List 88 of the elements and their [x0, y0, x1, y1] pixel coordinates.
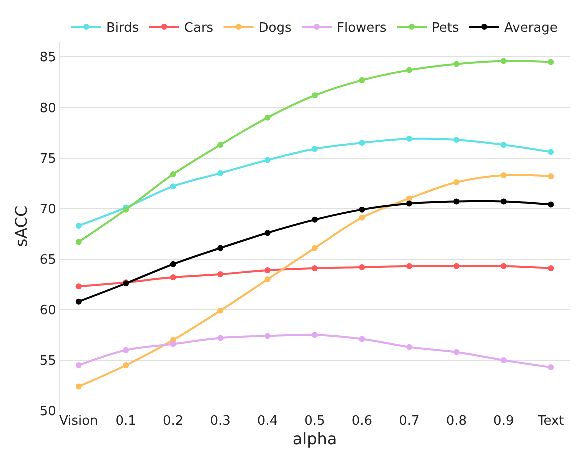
point: [548, 59, 554, 66]
point: [218, 245, 224, 252]
x-axis-title: alpha: [292, 430, 338, 449]
point: [170, 274, 176, 281]
legend-label: Dogs: [258, 21, 292, 36]
point: [170, 341, 176, 348]
point: [218, 335, 224, 342]
legend-label: Average: [504, 21, 558, 36]
y-axis-title: sACC: [12, 206, 31, 248]
point: [170, 171, 176, 178]
point: [406, 136, 412, 142]
point: [76, 239, 82, 246]
point: [359, 206, 366, 213]
point: [312, 216, 318, 223]
x-tick-label: 0.6: [352, 414, 373, 429]
point: [76, 284, 82, 290]
point: [548, 173, 554, 180]
point: [312, 332, 318, 338]
y-tick-label: 50: [40, 404, 56, 420]
x-tick-label: 0.7: [399, 414, 420, 429]
y-tick-label: 75: [40, 152, 56, 167]
point: [218, 272, 224, 278]
point: [454, 61, 460, 68]
point: [500, 142, 507, 148]
point: [406, 344, 412, 350]
point: [406, 263, 412, 270]
point: [76, 222, 82, 229]
x-tick-label: Text: [536, 414, 564, 429]
x-tick-label: 0.3: [210, 414, 231, 429]
point: [406, 200, 412, 207]
point: [359, 140, 366, 146]
point: [500, 263, 507, 270]
x-tick-label: 0.1: [116, 414, 136, 429]
point: [218, 170, 224, 176]
point: [218, 142, 224, 148]
point: [454, 349, 460, 356]
y-tick-label: 55: [40, 354, 56, 369]
point: [548, 265, 554, 272]
point: [123, 362, 130, 369]
point: [359, 336, 366, 342]
x-tick-label: 0.2: [162, 414, 184, 429]
legend-label: Cars: [184, 21, 214, 36]
legend-label: Birds: [106, 21, 140, 36]
point: [264, 157, 271, 164]
y-tick-label: 70: [40, 202, 56, 218]
point: [76, 298, 82, 305]
point: [500, 357, 507, 364]
y-tick-label: 60: [40, 303, 56, 318]
point: [264, 230, 271, 236]
legend-label: Flowers: [337, 21, 388, 36]
x-tick-label: 0.4: [257, 414, 278, 429]
point: [500, 198, 507, 205]
x-tick-label: 0.8: [446, 414, 468, 429]
point: [76, 384, 82, 390]
point: [548, 202, 554, 208]
point: [406, 67, 412, 74]
point: [548, 149, 554, 156]
point: [264, 333, 271, 340]
point: [359, 77, 366, 84]
x-tick-label: 0.5: [304, 414, 326, 429]
point: [264, 267, 271, 274]
point: [312, 245, 318, 252]
x-tick-label: Vision: [59, 414, 98, 429]
point: [406, 196, 412, 202]
point: [312, 92, 318, 99]
point: [548, 364, 554, 371]
point: [454, 263, 460, 270]
y-tick-label: 85: [40, 50, 56, 66]
point: [359, 214, 366, 221]
point: [454, 137, 460, 144]
point: [454, 198, 460, 205]
y-tick-label: 80: [40, 101, 56, 116]
legend-label: Pets: [432, 21, 460, 36]
point: [500, 58, 507, 64]
point: [218, 308, 224, 314]
point: [312, 265, 318, 272]
point: [454, 180, 460, 186]
x-tick-label: 0.9: [494, 414, 514, 429]
point: [264, 276, 271, 283]
point: [76, 362, 82, 369]
point: [264, 114, 271, 121]
point: [123, 347, 130, 354]
point: [170, 261, 176, 268]
point: [359, 264, 366, 270]
point: [170, 184, 176, 190]
point: [500, 172, 507, 178]
point: [312, 146, 318, 152]
y-tick-label: 65: [40, 252, 56, 268]
